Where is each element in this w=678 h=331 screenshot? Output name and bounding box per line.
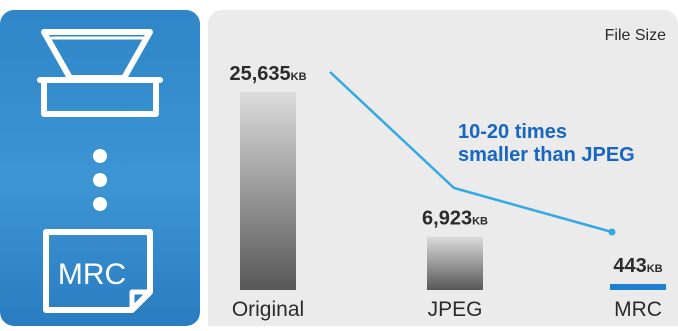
mrc-document-icon: MRC [43,229,153,313]
scanner-icon [37,29,163,117]
value-label: 25,635KB [229,63,306,85]
category-label: JPEG [428,298,483,321]
value-label: 443KB [613,255,662,277]
process-illustration: MRC [37,29,163,313]
annotation-text: 10-20 times smaller than JPEG [458,121,635,166]
file-size-chart: File Size Original 25,635KB JPEG 6,923KB MRC… [229,27,666,321]
vertical-ellipsis-icon [93,149,107,211]
process-panel: MRC [0,10,200,326]
chart-title: File Size [605,27,666,44]
trend-line-end [608,228,616,236]
bar-mrc [610,284,666,290]
category-label: MRC [614,298,662,321]
bar-original [240,92,296,290]
trend-line [329,71,613,234]
bar-jpeg [427,236,483,290]
document-label: MRC [58,258,126,291]
value-label: 6,923KB [422,208,488,230]
category-label: Original [232,298,304,321]
